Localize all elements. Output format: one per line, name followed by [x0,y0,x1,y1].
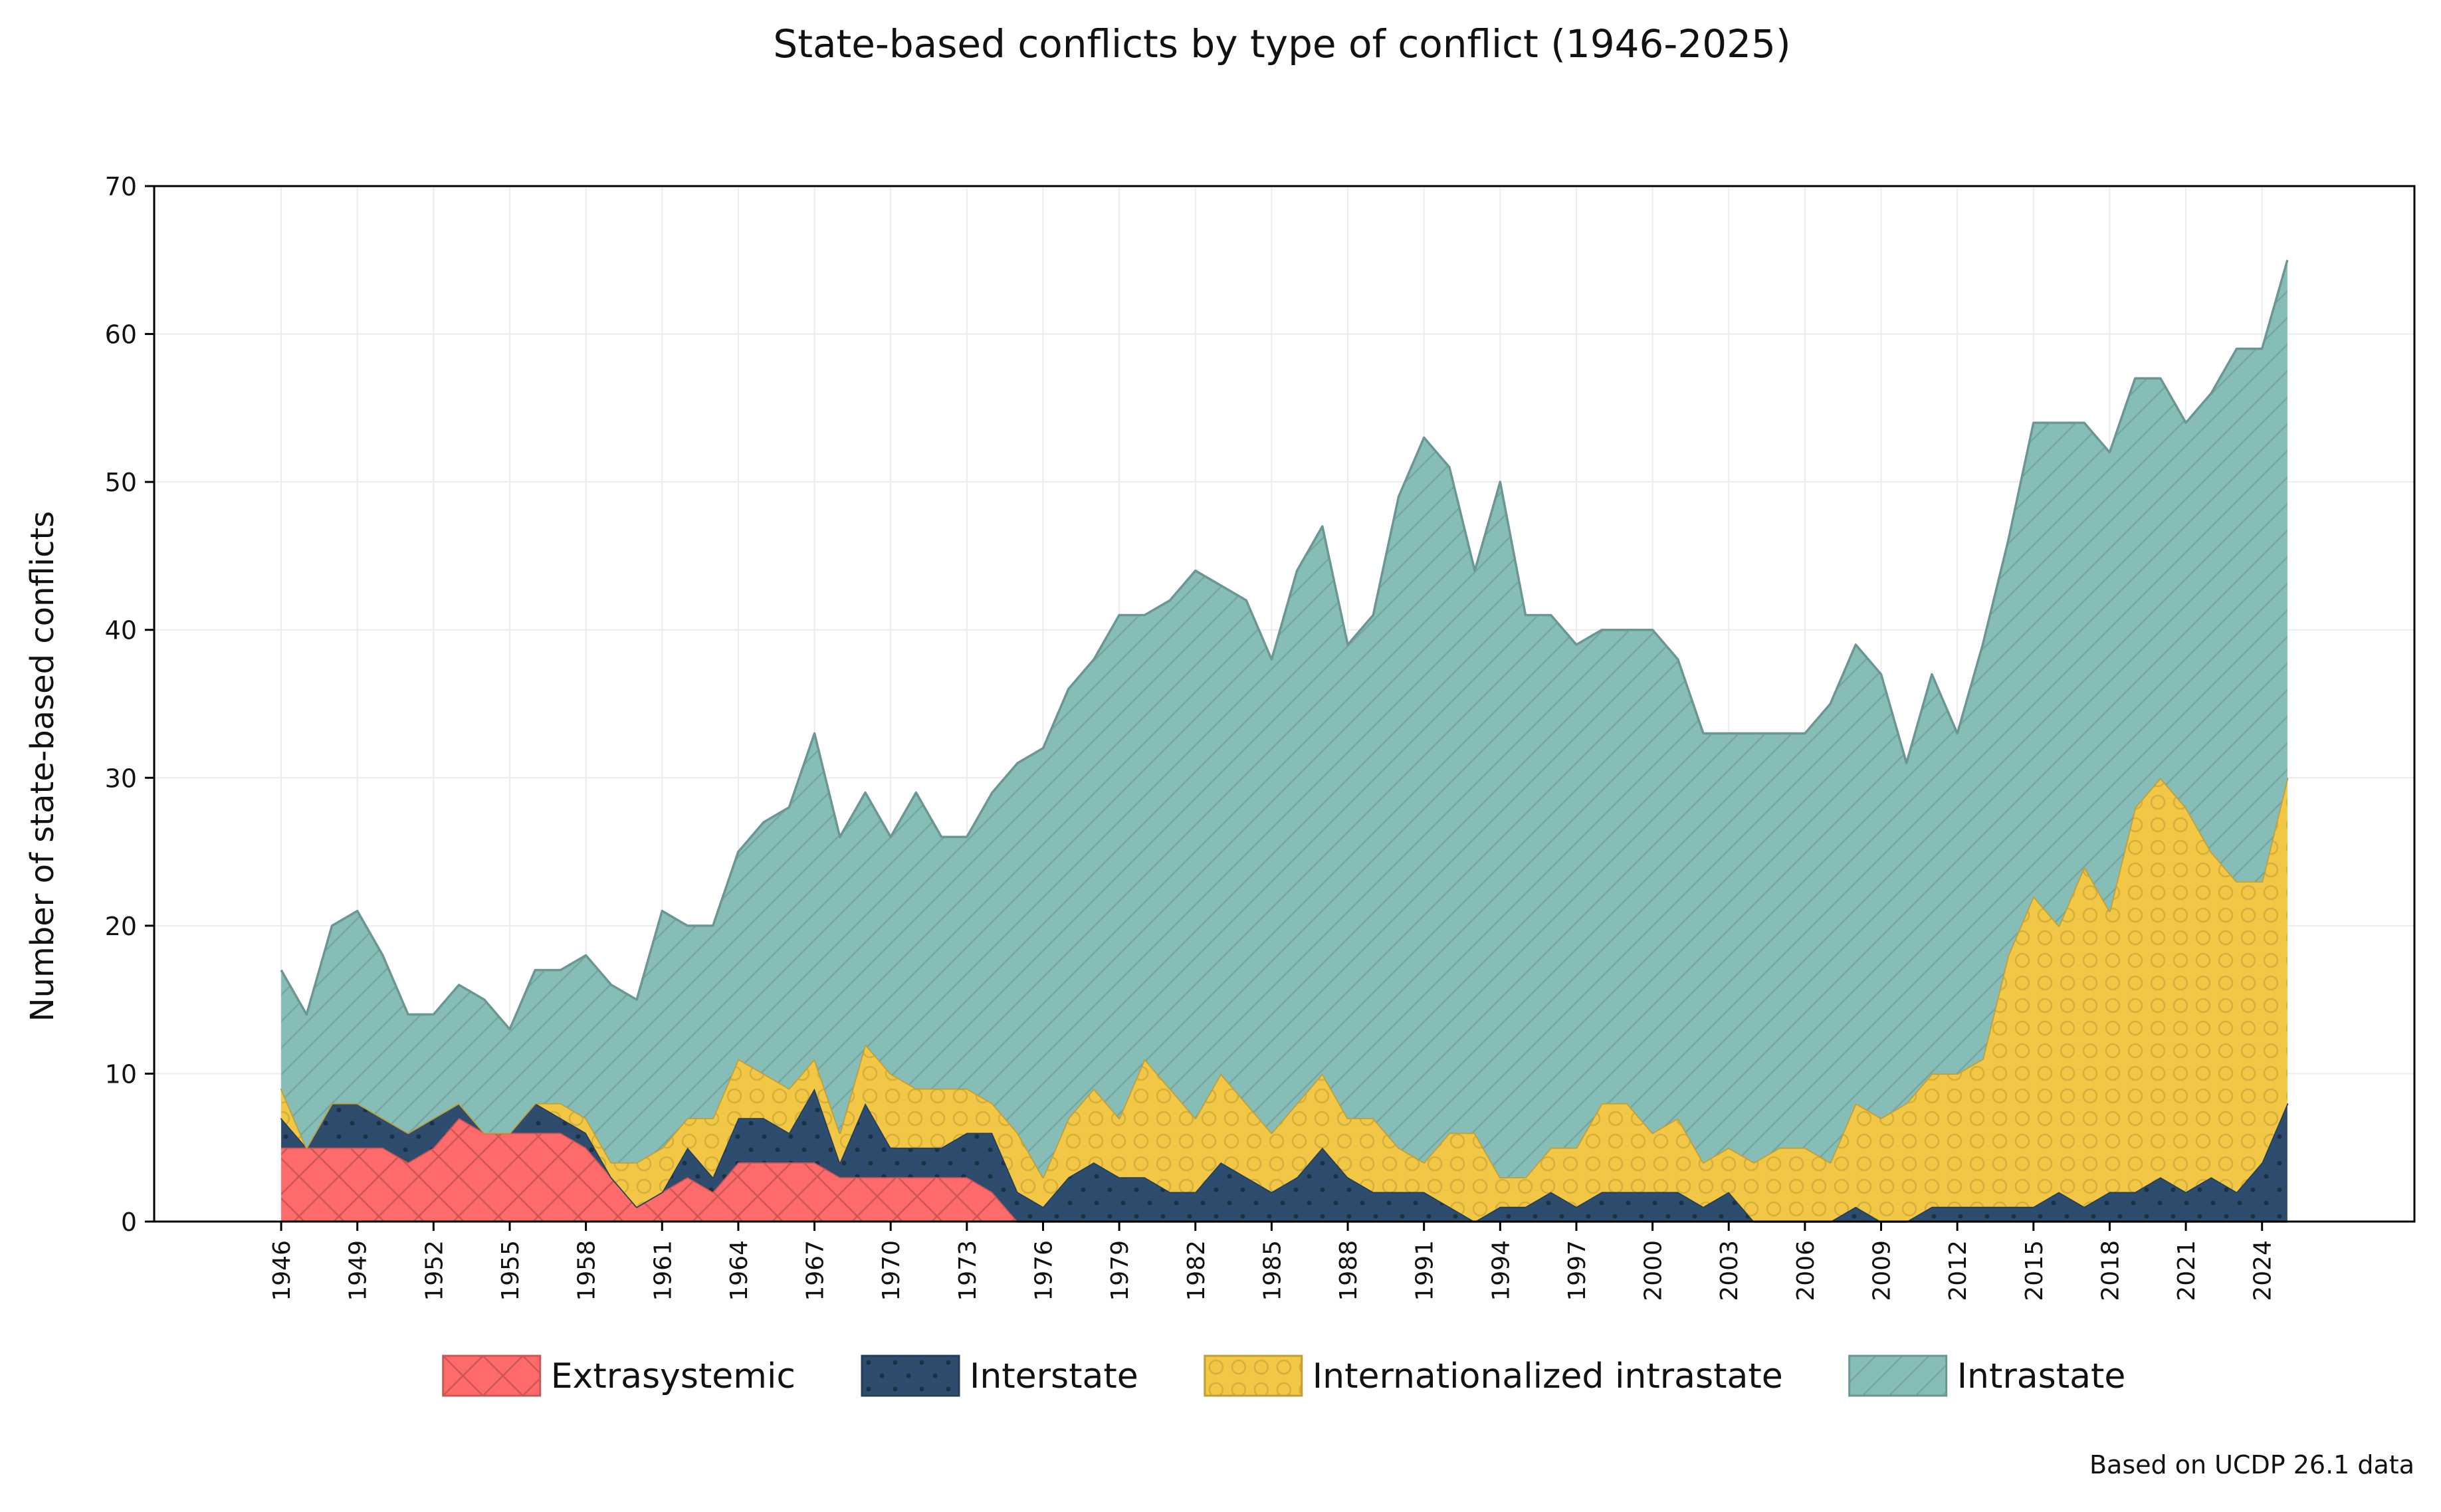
legend-item-interstate: Interstate [861,1354,1138,1397]
chart-title: State-based conflicts by type of conflic… [773,21,1790,66]
area-intrastate [281,260,2287,1178]
plot-frame [153,185,2416,1223]
legend-label: Extrasystemic [551,1356,796,1396]
x-tick-label: 2000 [1640,1240,1667,1301]
legend-swatch [442,1354,542,1397]
y-tick-label: 40 [105,616,137,645]
x-tick-label: 1976 [1030,1240,1057,1301]
source-note: Based on UCDP 26.1 data [2089,1450,2414,1479]
x-tick-label: 1952 [421,1240,448,1301]
x-tick-label: 1970 [878,1240,905,1301]
legend: Extrasystemic Interstate Internationalized… [442,1354,2126,1397]
area-extrasystemic [281,1118,2287,1222]
y-tick-label: 0 [121,1208,137,1237]
y-tick-label: 30 [105,764,137,793]
area-internationalized-intrastate [281,778,2287,1222]
y-tick-label: 70 [105,172,137,201]
legend-item-extrasystemic: Extrasystemic [442,1354,796,1397]
x-tick-label: 1979 [1107,1240,1134,1301]
x-tick-label: 2012 [1945,1240,1972,1301]
y-tick-label: 20 [105,912,137,941]
x-tick-label: 1946 [268,1240,296,1301]
legend-label: Interstate [970,1356,1138,1396]
x-tick-label: 1997 [1564,1240,1591,1301]
x-tick-label: 2015 [2021,1240,2048,1301]
x-tick-label: 1973 [954,1240,982,1301]
axes: 0 10 20 30 40 50 60 70 1946 1949 1952 1955 1958 1961 1… [105,172,2416,1301]
x-tick-label: 1955 [497,1240,524,1301]
line-intrastate [280,259,2289,1031]
x-tick-label: 1991 [1412,1240,1439,1301]
y-tick-label: 60 [105,320,137,350]
x-tick-label: 1961 [649,1240,677,1301]
x-tick-label: 2003 [1716,1240,1743,1301]
x-tick-label: 1964 [726,1240,753,1301]
y-tick-label: 10 [105,1059,137,1089]
legend-item-intrastate: Intrastate [1848,1354,2126,1397]
x-tick-label: 1982 [1183,1240,1210,1301]
legend-label: Intrastate [1957,1356,2126,1396]
area-interstate [281,1088,2287,1222]
x-tick-label: 1985 [1259,1240,1286,1301]
x-tick-label: 2018 [2097,1240,2124,1301]
y-tick-label: 50 [105,468,137,497]
legend-swatch [1848,1354,1948,1397]
legend-item-internationalized-intrastate: Internationalized intrastate [1204,1354,1783,1397]
x-tick-label: 2009 [1869,1240,1896,1301]
legend-swatch [861,1354,960,1397]
y-axis-label: Number of state-based conflicts [24,511,61,1022]
x-tick-label: 2006 [1792,1240,1820,1301]
x-tick-label: 1958 [574,1240,601,1301]
x-tick-label: 1994 [1487,1240,1515,1301]
x-tick-label: 1988 [1335,1240,1362,1301]
legend-label: Internationalized intrastate [1313,1356,1783,1396]
x-tick-label: 1967 [802,1240,829,1301]
x-tick-label: 2024 [2250,1240,2277,1301]
x-tick-label: 1949 [345,1240,372,1301]
x-tick-label: 2021 [2173,1240,2200,1301]
legend-swatch [1204,1354,1303,1397]
